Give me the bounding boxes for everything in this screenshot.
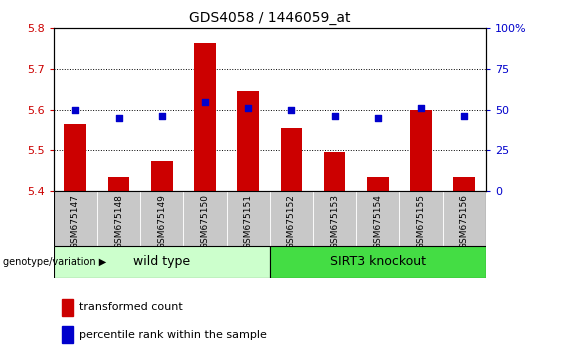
Text: GSM675155: GSM675155 — [416, 194, 425, 249]
Text: GSM675154: GSM675154 — [373, 194, 383, 249]
Text: transformed count: transformed count — [79, 302, 182, 312]
Bar — [62, 299, 73, 315]
Bar — [227, 191, 270, 246]
Bar — [64, 124, 86, 191]
Bar — [237, 91, 259, 191]
Bar — [313, 191, 356, 246]
Text: GSM675147: GSM675147 — [71, 194, 80, 249]
Bar — [140, 191, 183, 246]
Text: GSM675149: GSM675149 — [157, 194, 166, 249]
Bar — [324, 153, 345, 191]
Text: percentile rank within the sample: percentile rank within the sample — [79, 330, 267, 340]
Bar — [367, 177, 389, 191]
Text: GSM675150: GSM675150 — [201, 194, 210, 249]
Bar — [108, 177, 129, 191]
Bar — [54, 246, 270, 278]
Bar — [442, 191, 486, 246]
Point — [460, 113, 469, 119]
Bar — [399, 191, 443, 246]
Bar — [356, 191, 399, 246]
Bar — [194, 42, 216, 191]
Point — [71, 107, 80, 113]
Text: GSM675148: GSM675148 — [114, 194, 123, 249]
Bar — [270, 246, 486, 278]
Point — [373, 115, 383, 121]
Point — [157, 113, 166, 119]
Bar — [54, 191, 97, 246]
Text: genotype/variation ▶: genotype/variation ▶ — [3, 257, 106, 267]
Point — [114, 115, 123, 121]
Bar — [97, 191, 140, 246]
Text: GSM675153: GSM675153 — [330, 194, 339, 249]
Text: GSM675152: GSM675152 — [287, 194, 296, 249]
Bar — [183, 191, 227, 246]
Bar — [270, 191, 313, 246]
Text: SIRT3 knockout: SIRT3 knockout — [330, 256, 426, 268]
Text: wild type: wild type — [133, 256, 190, 268]
Bar — [151, 161, 172, 191]
Text: GSM675156: GSM675156 — [460, 194, 469, 249]
Title: GDS4058 / 1446059_at: GDS4058 / 1446059_at — [189, 11, 350, 24]
Bar — [454, 177, 475, 191]
Point — [201, 99, 210, 104]
Text: GSM675151: GSM675151 — [244, 194, 253, 249]
Point — [244, 105, 253, 111]
Point — [287, 107, 296, 113]
Bar — [410, 110, 432, 191]
Point — [416, 105, 425, 111]
Bar — [281, 128, 302, 191]
Bar — [62, 326, 73, 343]
Point — [330, 113, 339, 119]
